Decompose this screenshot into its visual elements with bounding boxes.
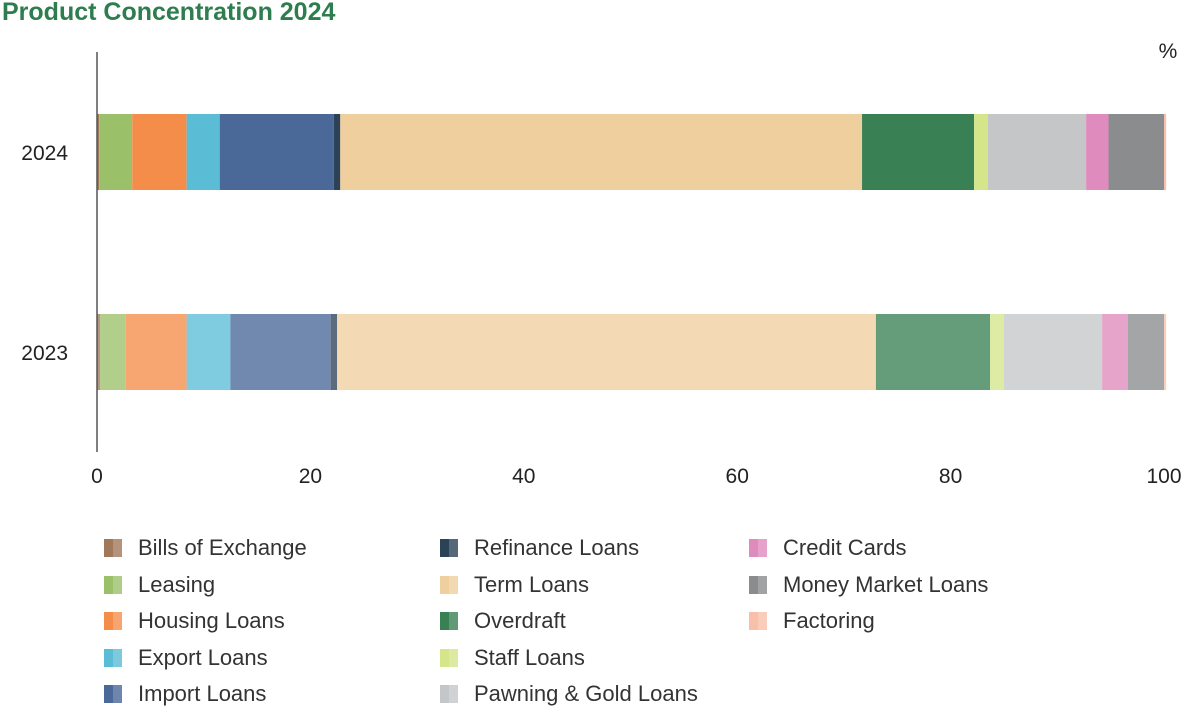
bar-segment-2023-export-loans xyxy=(186,314,231,390)
bar-segment-2023-staff-loans xyxy=(990,314,1004,390)
category-labels: 2024 2023 xyxy=(21,142,68,365)
bar-segment-2024-credit-cards xyxy=(1086,114,1109,190)
x-tick-label: 40 xyxy=(512,465,535,488)
bar-segment-2023-term-loans xyxy=(337,314,876,390)
bars-group xyxy=(97,114,1167,390)
bar-segment-2023-pawning-gold-loans xyxy=(1003,314,1103,390)
bar-segment-2024-bills-of-exchange xyxy=(97,114,100,190)
x-tick-label: 0 xyxy=(91,465,103,488)
bar-segment-2023-leasing xyxy=(100,314,126,390)
bar-segment-2024-refinance-loans xyxy=(333,114,341,190)
unit-label: % xyxy=(1159,40,1178,63)
legend-item: Staff Loans xyxy=(440,643,585,673)
x-tick-label: 60 xyxy=(726,465,749,488)
legend-swatch xyxy=(749,539,767,557)
stacked-bar-chart: 0 20 40 60 80 100 2024 2023 % xyxy=(21,40,1181,488)
bar-segment-2023-overdraft xyxy=(875,314,991,390)
legend-item: Credit Cards xyxy=(749,533,906,563)
bar-segment-2024-import-loans xyxy=(219,114,334,190)
bar-segment-2024-factoring xyxy=(1164,114,1167,190)
legend-item: Housing Loans xyxy=(104,606,285,636)
category-label: 2023 xyxy=(21,342,68,365)
bar-segment-2023-bills-of-exchange xyxy=(97,314,101,390)
bar-segment-2024-pawning-gold-loans xyxy=(987,114,1087,190)
legend-label: Pawning & Gold Loans xyxy=(474,681,698,706)
x-tick-label: 20 xyxy=(299,465,322,488)
x-tick-label: 100 xyxy=(1146,465,1181,488)
legend-label: Money Market Loans xyxy=(783,571,989,597)
legend-swatch xyxy=(440,539,458,557)
legend-swatch xyxy=(440,575,458,594)
legend-label: Import Loans xyxy=(138,681,267,706)
bar-segment-2023-refinance-loans xyxy=(330,314,338,390)
legend-item: Bills of Exchange xyxy=(104,533,307,563)
x-tick-label: 80 xyxy=(939,465,962,488)
legend-label: Housing Loans xyxy=(138,608,285,633)
bar-segment-2024-term-loans xyxy=(340,114,863,190)
legend-label: Credit Cards xyxy=(783,535,907,560)
legend-swatch xyxy=(440,612,458,630)
x-tick-labels: 0 20 40 60 80 100 xyxy=(91,465,1181,488)
legend-label: Bills of Exchange xyxy=(138,535,307,560)
legend-swatch xyxy=(440,648,458,667)
bar-segment-2024-housing-loans xyxy=(132,114,187,190)
legend-item: Import Loans xyxy=(104,679,266,709)
bar-segment-2024-staff-loans xyxy=(974,114,988,190)
legend-label: Term Loans xyxy=(474,571,589,597)
legend-swatch xyxy=(104,685,122,703)
bar-segment-2023-money-market-loans xyxy=(1127,314,1164,390)
legend-label: Overdraft xyxy=(474,608,566,633)
bar-segment-2023-import-loans xyxy=(230,314,331,390)
bar-segment-2023-housing-loans xyxy=(125,314,187,390)
legend-swatch xyxy=(104,648,122,667)
legend-label: Staff Loans xyxy=(474,644,585,670)
legend-label: Leasing xyxy=(138,571,216,597)
legend-item: Overdraft xyxy=(440,606,566,636)
bar-segment-2024-leasing xyxy=(99,114,133,190)
bar-segment-2024-overdraft xyxy=(862,114,975,190)
legend: Bills of Exchange Leasing Housing Loans Exp… xyxy=(104,533,1104,713)
legend-label: Refinance Loans xyxy=(474,535,640,560)
legend-label: Export Loans xyxy=(138,644,268,670)
legend-item: Export Loans xyxy=(104,643,268,673)
legend-label: Factoring xyxy=(783,608,875,633)
legend-item: Pawning & Gold Loans xyxy=(440,679,698,709)
bar-segment-2023-factoring xyxy=(1164,314,1167,390)
legend-swatch xyxy=(749,575,767,594)
category-label: 2024 xyxy=(21,142,68,165)
legend-item: Leasing xyxy=(104,570,215,600)
bar-segment-2024-export-loans xyxy=(186,114,220,190)
legend-swatch xyxy=(749,612,767,630)
legend-swatch xyxy=(104,539,122,557)
legend-swatch xyxy=(104,612,122,630)
legend-item: Money Market Loans xyxy=(749,570,988,600)
legend-item: Refinance Loans xyxy=(440,533,639,563)
legend-swatch xyxy=(104,575,122,594)
legend-item: Factoring xyxy=(749,606,875,636)
chart-title: Product Concentration 2024 xyxy=(2,0,336,26)
bar-segment-2024-money-market-loans xyxy=(1108,114,1164,190)
legend-swatch xyxy=(440,685,458,703)
legend-item: Term Loans xyxy=(440,570,589,600)
bar-segment-2023-credit-cards xyxy=(1102,314,1128,390)
